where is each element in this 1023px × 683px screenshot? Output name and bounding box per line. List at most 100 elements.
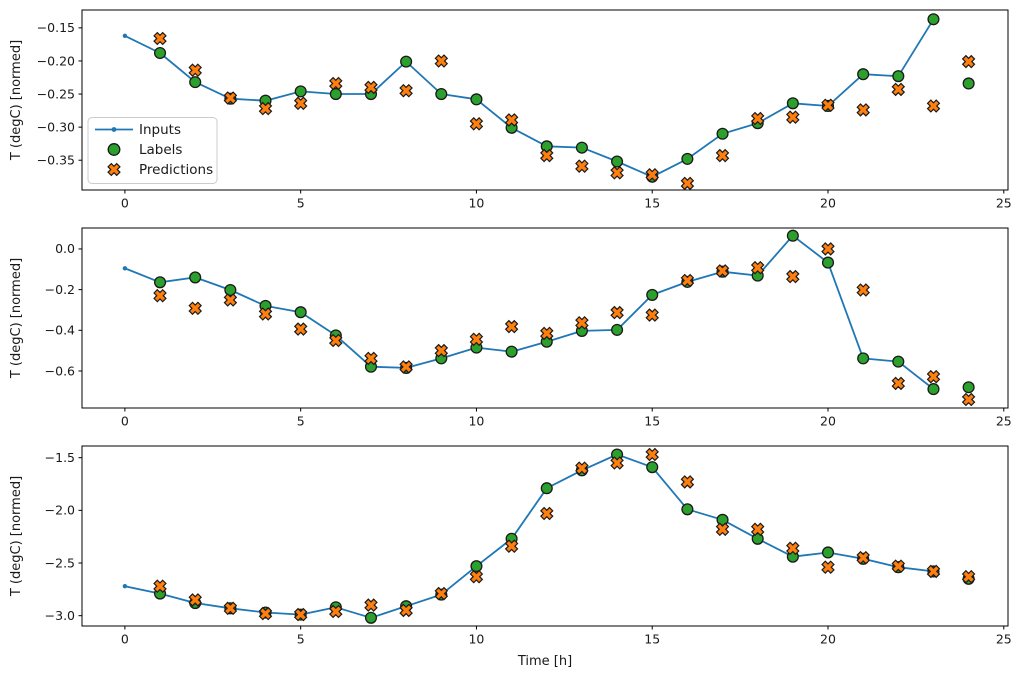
predictions-point	[926, 564, 941, 579]
predictions-point	[469, 332, 484, 347]
axes-frame	[81, 227, 1009, 409]
inputs-points	[122, 233, 936, 392]
predictions-point	[223, 293, 238, 307]
x-tick-label: 25	[996, 632, 1012, 647]
y-tick-label: −0.25	[37, 86, 75, 101]
x-tick-label: 20	[820, 196, 836, 211]
predictions-point	[680, 273, 695, 288]
predictions-point	[715, 148, 730, 163]
y-tick-label: −2.0	[45, 503, 75, 518]
predictions-point	[891, 82, 906, 97]
labels-point	[575, 141, 588, 154]
predictions-point	[786, 541, 800, 556]
predictions-point	[856, 103, 870, 117]
y-tick-label: −2.5	[45, 555, 75, 570]
x-axis: 0 5 10 15 20 25	[121, 626, 1012, 647]
predictions-point	[188, 593, 202, 607]
y-axis-label: T (degC) [normed]	[9, 258, 24, 379]
predictions-point	[680, 475, 695, 489]
predictions-point	[575, 159, 589, 173]
predictions-point	[645, 168, 659, 182]
y-tick-label: −0.30	[37, 119, 75, 134]
labels-point	[857, 352, 870, 365]
predictions-points	[153, 242, 976, 407]
predictions-point	[786, 269, 800, 284]
x-tick-label: 25	[996, 414, 1012, 429]
labels-point	[821, 546, 835, 559]
x-tick-label: 20	[820, 414, 836, 429]
y-axis-label: T (degC) [normed]	[9, 476, 24, 597]
labels-point	[470, 560, 483, 573]
labels-point	[540, 482, 553, 495]
x-axis: 0 5 10 15 20 25	[121, 408, 1012, 429]
predictions-point	[715, 264, 730, 278]
labels-point	[294, 306, 307, 319]
predictions-point	[434, 54, 449, 68]
predictions-point	[926, 99, 941, 113]
labels-point	[751, 532, 764, 545]
predictions-point	[188, 301, 202, 316]
y-tick-label: 0.0	[55, 241, 75, 256]
predictions-points	[153, 31, 976, 191]
legend-labels-circle-icon	[107, 143, 121, 156]
legend-inputs-dot-icon	[111, 127, 117, 132]
x-tick-label: 15	[644, 196, 660, 211]
predictions-point	[399, 603, 413, 618]
predictions-point	[610, 305, 624, 320]
y-axis: 0.0 −0.2 −0.4 −0.6	[45, 241, 82, 378]
predictions-point	[434, 343, 449, 358]
predictions-point	[610, 456, 624, 470]
predictions-point	[891, 376, 906, 391]
labels-point	[505, 345, 518, 358]
legend-predictions-x-icon	[107, 162, 121, 177]
labels-point	[646, 461, 659, 474]
labels-point	[786, 229, 799, 242]
predictions-point	[188, 63, 202, 77]
legend-item-label: Predictions	[139, 162, 213, 178]
predictions-point	[504, 319, 519, 334]
predictions-point	[153, 31, 167, 46]
predictions-point	[926, 369, 941, 384]
x-tick-label: 15	[644, 414, 660, 429]
y-tick-label: −0.15	[37, 20, 75, 35]
labels-point	[962, 381, 975, 394]
predictions-point	[821, 242, 835, 256]
labels-point	[892, 355, 905, 368]
predictions-point	[540, 326, 554, 341]
labels-point	[716, 127, 729, 140]
labels-points	[153, 229, 975, 396]
predictions-point	[645, 447, 659, 462]
labels-point	[646, 288, 659, 301]
x-tick-label: 20	[820, 632, 836, 647]
predictions-point	[469, 117, 484, 131]
predictions-point	[504, 539, 519, 553]
predictions-point	[961, 54, 976, 69]
predictions-point	[258, 606, 273, 621]
labels-point	[892, 70, 905, 83]
x-tick-label: 0	[121, 632, 129, 647]
labels-point	[927, 13, 940, 26]
predictions-points	[153, 447, 976, 622]
labels-point	[153, 46, 167, 60]
predictions-point	[645, 308, 659, 322]
predictions-point	[153, 579, 167, 593]
labels-point	[329, 87, 342, 101]
predictions-point	[399, 83, 413, 98]
inputs-line	[124, 18, 935, 178]
x-tick-label: 5	[297, 632, 305, 647]
labels-point	[435, 87, 448, 101]
y-tick-label: −0.4	[45, 323, 75, 338]
labels-point	[153, 276, 167, 289]
predictions-point	[821, 98, 835, 113]
x-axis: 0 5 10 15 20 25	[121, 190, 1012, 211]
predictions-point	[504, 113, 519, 127]
labels-point	[857, 68, 870, 81]
y-axis: −0.15 −0.20 −0.25 −0.30 −0.35	[37, 20, 82, 168]
x-tick-label: 10	[468, 632, 484, 647]
predictions-point	[469, 569, 484, 584]
predictions-point	[364, 80, 378, 95]
y-tick-label: −0.20	[37, 53, 75, 68]
subplot-2: 0 5 10 15 20 25 0.0 −0.2 −0.4 −0.6 T (degC) [norme…	[9, 227, 1012, 429]
